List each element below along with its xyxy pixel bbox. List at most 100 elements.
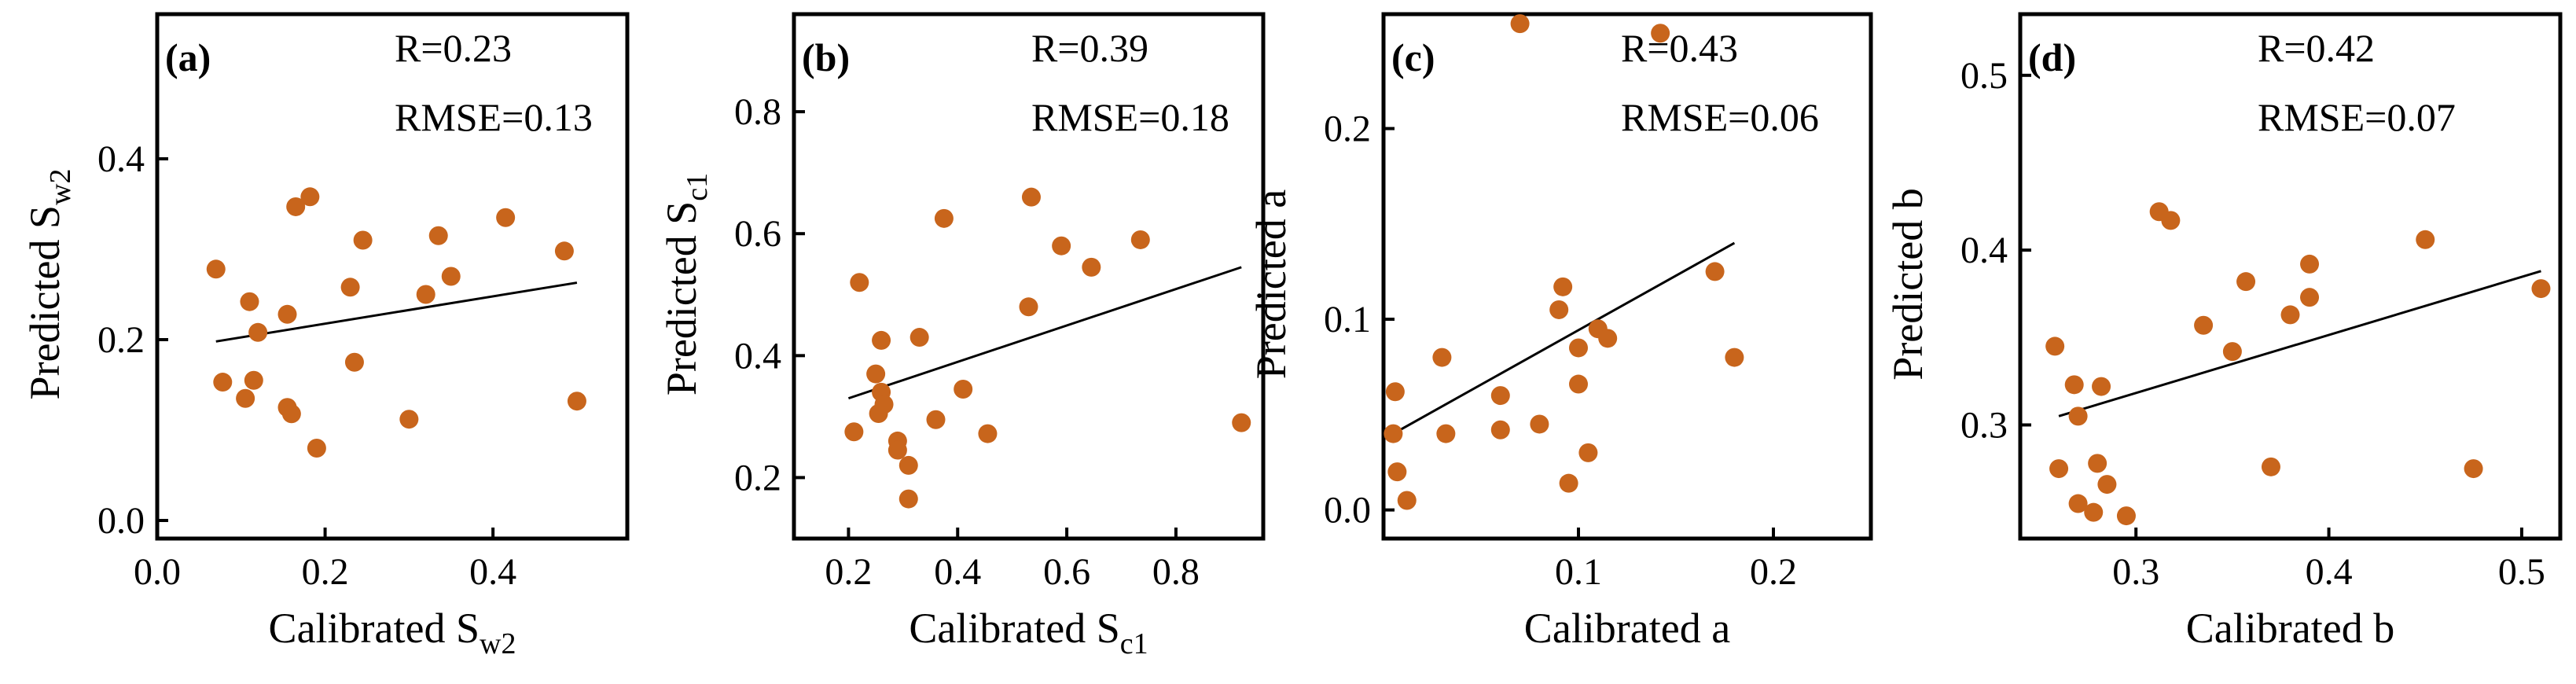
y-tick-label: 0.2 [97, 319, 145, 361]
x-axis-label-main: Calibrated a [1524, 605, 1730, 652]
data-point [887, 440, 907, 460]
x-axis-label-subscript: c1 [1120, 627, 1148, 660]
data-point [978, 424, 998, 443]
x-tick-label: 0.0 [134, 551, 181, 593]
data-point [2068, 494, 2088, 513]
data-point [2236, 272, 2256, 292]
x-tick-label: 0.8 [1152, 551, 1200, 593]
regression-line [2058, 270, 2541, 417]
data-point [344, 352, 364, 372]
data-point [416, 285, 435, 304]
data-point [300, 187, 320, 207]
data-point [399, 410, 419, 429]
data-point [236, 388, 255, 408]
data-point [1651, 24, 1670, 43]
data-point [281, 404, 301, 424]
x-axis-label-subscript: w2 [480, 627, 516, 660]
data-point [1578, 443, 1598, 462]
regression-line [847, 266, 1242, 400]
data-point [1052, 236, 1071, 256]
x-tick-label: 0.4 [469, 551, 516, 593]
y-axis-label: Predicted a [1248, 189, 1295, 379]
y-axis-label-subscript: c1 [681, 173, 714, 201]
x-tick-label: 0.3 [2112, 551, 2159, 593]
rmse-value: RMSE=0.18 [1031, 95, 1229, 139]
data-point [1705, 262, 1725, 281]
data-point [910, 328, 929, 348]
data-point [2084, 502, 2104, 522]
data-point [1384, 424, 1403, 443]
data-point [554, 241, 574, 261]
r-value: R=0.43 [1621, 26, 1738, 70]
x-axis-label: Calibrated b [2186, 605, 2394, 652]
rmse-value: RMSE=0.13 [395, 95, 593, 139]
x-tick-label: 0.2 [302, 551, 349, 593]
data-point [2116, 506, 2136, 526]
x-axis-label: Calibrated a [1524, 605, 1730, 652]
data-point [874, 395, 894, 414]
data-point [2092, 377, 2111, 396]
data-point [441, 267, 461, 286]
data-point [1432, 348, 1452, 367]
y-axis-label-main: Predicted a [1248, 189, 1295, 379]
data-point [1510, 14, 1530, 34]
data-point [2416, 230, 2435, 249]
y-tick-label: 0.2 [734, 457, 781, 498]
data-point [307, 439, 326, 458]
data-point [1130, 230, 1150, 249]
data-point [898, 489, 918, 509]
data-point [2261, 457, 2280, 476]
y-tick-label: 0.1 [1324, 299, 1371, 340]
y-tick-label: 0.8 [734, 91, 781, 133]
y-tick-label: 0.5 [1960, 55, 2008, 97]
y-axis-label: Predicted Sc1 [658, 173, 714, 395]
data-point [2300, 254, 2320, 274]
r-value: R=0.42 [2258, 26, 2375, 70]
data-point [244, 370, 263, 390]
data-point [1387, 462, 1407, 482]
data-point [340, 278, 360, 297]
rmse-value: RMSE=0.07 [2258, 95, 2456, 139]
data-point [1490, 386, 1510, 406]
data-point [1397, 491, 1417, 510]
data-point [206, 259, 226, 279]
data-point [1569, 338, 1588, 358]
x-tick-label: 0.6 [1043, 551, 1090, 593]
data-point [277, 304, 297, 324]
plot-frame [155, 12, 630, 541]
data-point [428, 226, 448, 245]
y-axis-label-main: Predicted S [658, 201, 705, 395]
y-axis-label-subscript: w2 [44, 169, 77, 205]
y-axis-label-main: Predicted b [1884, 188, 1931, 380]
data-point [2222, 342, 2242, 362]
y-axis-label: Predicted Sw2 [21, 169, 77, 400]
panel-d: 0.3 0.4 0.5 0.3 0.4 0.5 Calibrated b Predicted … [1884, 12, 2563, 652]
plot-frame [2018, 12, 2563, 541]
data-point [866, 364, 886, 384]
y-tick-label: 0.3 [1960, 404, 2008, 446]
data-point [286, 197, 306, 216]
data-point [248, 322, 268, 342]
data-point [872, 330, 891, 350]
data-point [844, 422, 864, 442]
panel-label: (b) [802, 35, 850, 79]
data-point [2194, 315, 2214, 335]
y-axis-label: Predicted b [1884, 188, 1931, 380]
regression-line [1392, 241, 1736, 435]
plot-frame [1381, 12, 1873, 541]
x-tick-label: 0.1 [1555, 551, 1602, 593]
y-tick-label: 0.0 [97, 500, 145, 542]
panel-label: (a) [165, 35, 211, 79]
data-point [1553, 277, 1573, 296]
data-point [1021, 187, 1041, 207]
y-tick-label: 0.4 [1960, 230, 2008, 271]
data-point [2064, 375, 2084, 395]
data-point [240, 292, 259, 311]
r-value: R=0.39 [1031, 26, 1148, 70]
y-axis-label-main: Predicted S [21, 205, 68, 399]
data-point [1725, 348, 1744, 367]
data-point [1082, 257, 1101, 277]
